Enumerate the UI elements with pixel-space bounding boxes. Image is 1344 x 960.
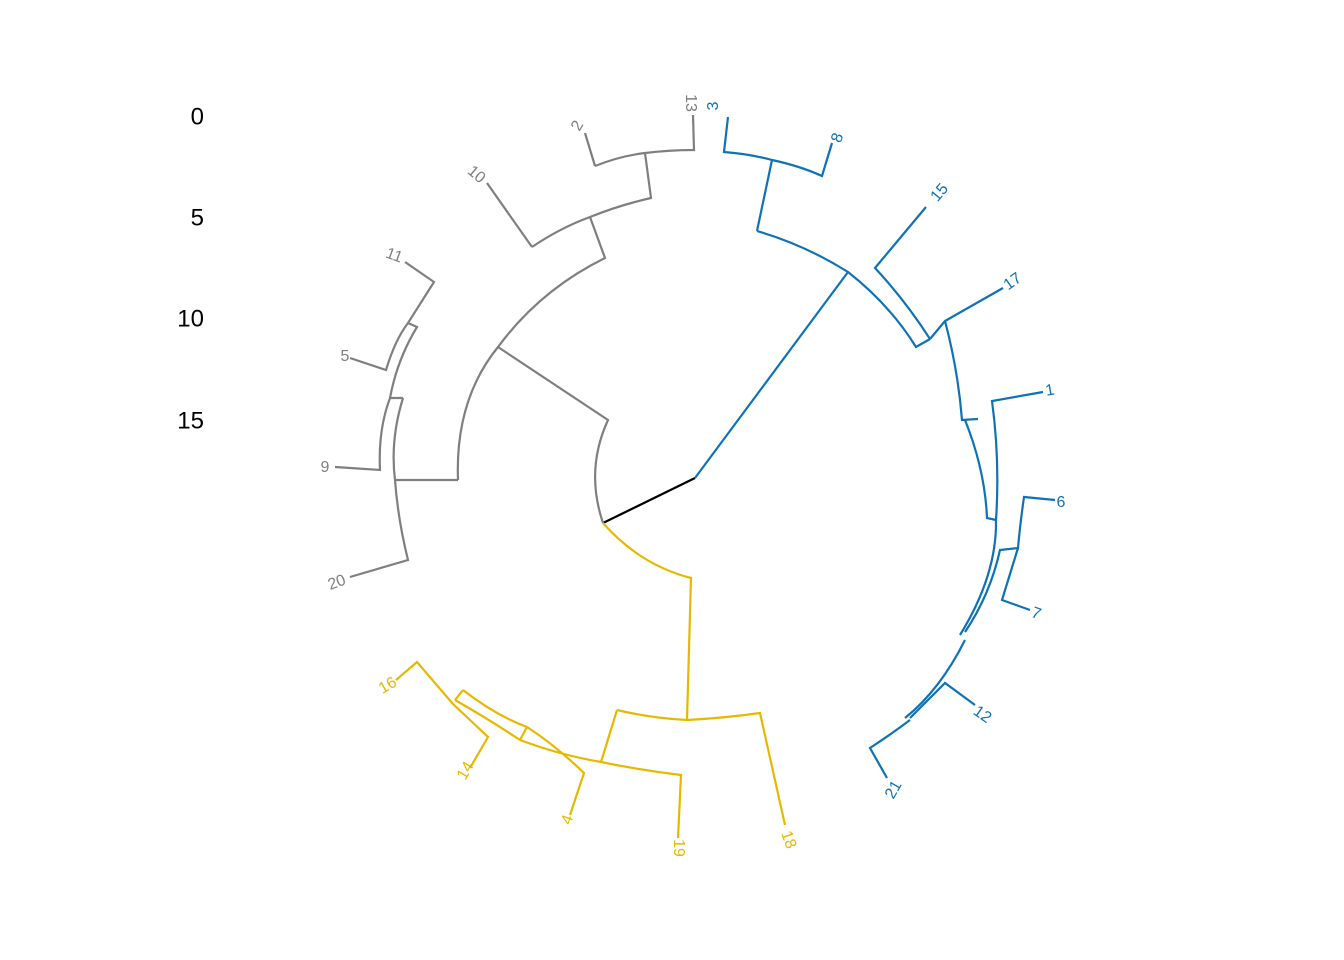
branch bbox=[486, 182, 533, 248]
branch bbox=[755, 159, 774, 232]
branch bbox=[963, 419, 997, 522]
branch bbox=[602, 522, 693, 721]
leaf-label: 4 bbox=[558, 813, 577, 827]
branch bbox=[909, 681, 976, 719]
branch bbox=[756, 229, 931, 349]
branch bbox=[462, 689, 528, 729]
branch bbox=[456, 216, 607, 481]
branch bbox=[594, 114, 696, 168]
leaf-label: 13 bbox=[682, 94, 699, 112]
axis-labels: 0 5 10 15 bbox=[177, 103, 204, 434]
branch bbox=[452, 703, 490, 769]
branch bbox=[497, 346, 610, 524]
branch bbox=[873, 206, 931, 340]
axis-label: 10 bbox=[177, 305, 204, 332]
branch bbox=[1000, 495, 1056, 612]
leaf-label: 20 bbox=[326, 572, 349, 594]
leaf-label: 15 bbox=[928, 180, 953, 205]
leaf-label: 11 bbox=[383, 245, 405, 267]
branch bbox=[395, 660, 454, 705]
branch bbox=[583, 132, 597, 167]
leaf-label: 3 bbox=[705, 101, 722, 110]
branch bbox=[454, 699, 521, 741]
leaf-label: 17 bbox=[1001, 270, 1025, 294]
branch bbox=[454, 689, 464, 701]
cluster-branches bbox=[334, 114, 696, 579]
branch bbox=[616, 708, 787, 826]
axis-label: 0 bbox=[191, 103, 204, 130]
root-branch bbox=[602, 477, 696, 524]
branch bbox=[349, 397, 410, 579]
leaf-label: 14 bbox=[454, 759, 478, 783]
leaf-label: 10 bbox=[464, 163, 489, 188]
leaf-label: 16 bbox=[376, 674, 400, 698]
branch bbox=[868, 719, 911, 779]
branch bbox=[929, 287, 1004, 340]
leaf-label: 21 bbox=[882, 778, 906, 802]
cluster-branches bbox=[694, 116, 1056, 779]
leaf-label: 7 bbox=[1029, 604, 1043, 623]
branch bbox=[722, 116, 834, 178]
branch bbox=[959, 519, 998, 636]
leaf-label: 2 bbox=[568, 118, 587, 134]
branch bbox=[349, 261, 436, 372]
leaf-label: 12 bbox=[970, 703, 994, 727]
branch bbox=[519, 738, 683, 839]
branch bbox=[964, 546, 1019, 633]
cluster-branches bbox=[395, 522, 787, 839]
branch bbox=[531, 152, 653, 248]
leaf-label: 18 bbox=[777, 829, 799, 852]
leaf-label: 6 bbox=[1057, 494, 1066, 511]
branch bbox=[599, 709, 619, 763]
branch bbox=[694, 271, 849, 479]
branch bbox=[334, 396, 403, 472]
leaf-label: 5 bbox=[341, 348, 350, 365]
branch bbox=[943, 320, 979, 422]
leaf-label: 9 bbox=[321, 459, 330, 476]
branch bbox=[519, 725, 586, 816]
axis-label: 5 bbox=[191, 204, 204, 231]
branch bbox=[388, 321, 419, 399]
leaf-label: 1 bbox=[1044, 382, 1056, 400]
branch bbox=[904, 639, 966, 719]
leaf-label: 19 bbox=[670, 839, 687, 857]
branch bbox=[990, 390, 1044, 521]
axis-label: 15 bbox=[177, 407, 204, 434]
